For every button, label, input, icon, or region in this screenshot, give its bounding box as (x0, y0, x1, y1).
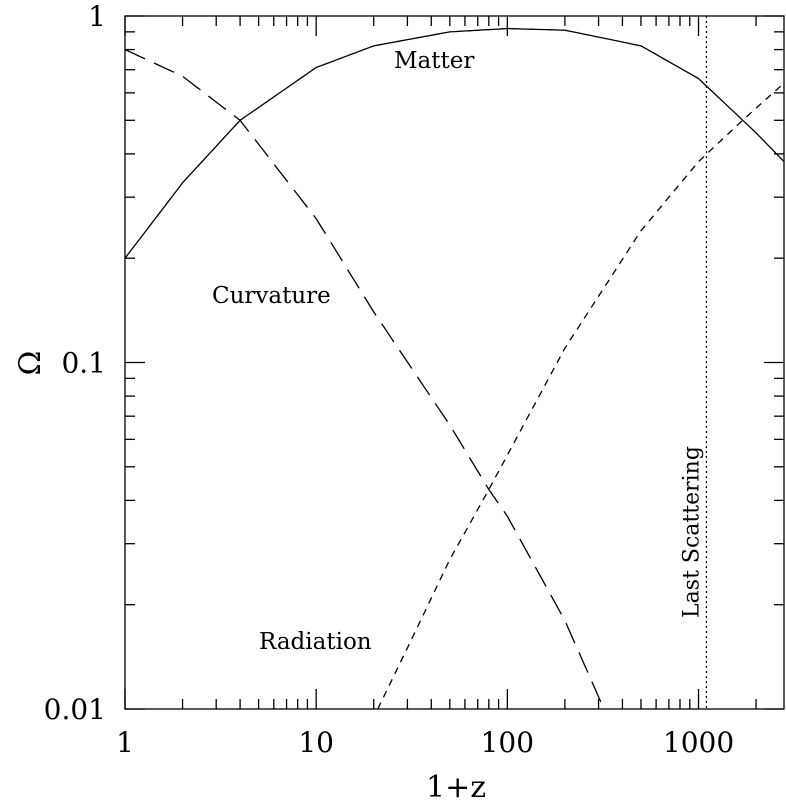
x-tick-label: 10 (298, 726, 334, 759)
series-curvature-line (124, 49, 605, 710)
x-axis-label: 1+z (426, 770, 486, 805)
y-tick-label: 1 (88, 0, 106, 33)
y-axis-label: Ω (13, 351, 48, 376)
x-tick-label: 100 (481, 726, 534, 759)
x-tick-label: 1000 (663, 726, 734, 759)
series-curves (124, 27, 785, 710)
annotation-radiation: Radiation (259, 629, 372, 655)
tick-labels: 1 10 100 1000 0.01 0.1 1 (44, 0, 734, 759)
plot-frame (124, 15, 785, 710)
last-scattering-group: Last Scattering (679, 16, 708, 709)
y-tick-label: 0.01 (44, 693, 106, 726)
annotation-matter: Matter (394, 48, 474, 74)
series-matter-line (124, 27, 785, 259)
series-radiation-line (377, 82, 785, 710)
annotation-curvature: Curvature (212, 283, 331, 309)
y-tick-label: 0.1 (61, 347, 106, 380)
x-tick-label: 1 (116, 726, 134, 759)
last-scattering-label: Last Scattering (679, 446, 704, 618)
